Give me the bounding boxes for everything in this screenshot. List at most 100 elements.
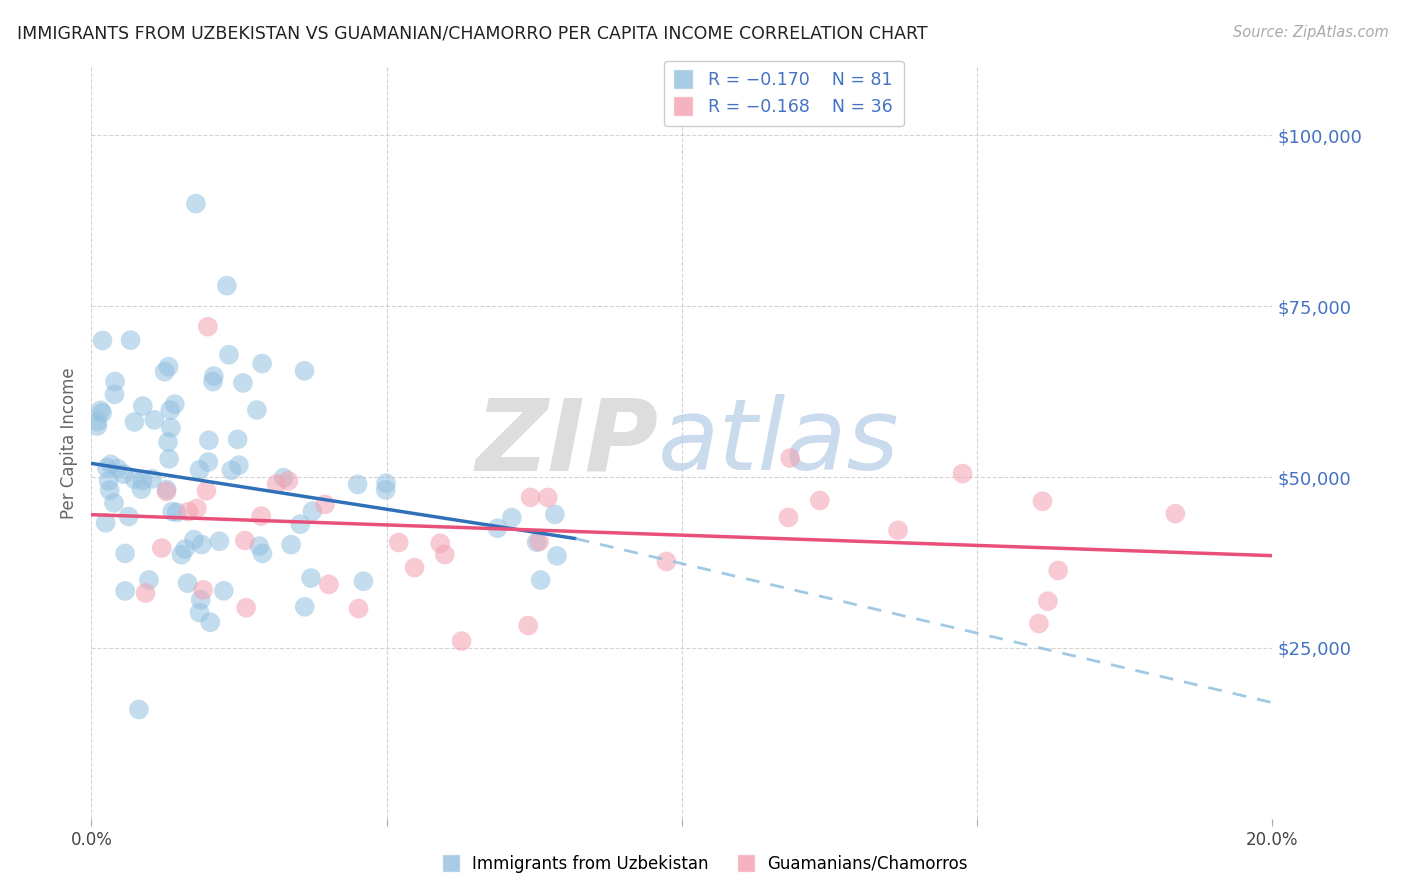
Point [352, 574, 374, 589]
Point [235, 600, 257, 615]
Point [141, 472, 163, 486]
Point [1036, 594, 1059, 608]
Point [114, 546, 136, 560]
Point [166, 505, 188, 519]
Point [221, 463, 243, 477]
Point [86, 415, 108, 429]
Point [314, 498, 336, 512]
Point [193, 582, 215, 597]
Point [155, 484, 177, 499]
Point [450, 634, 472, 648]
Point [250, 357, 273, 371]
Point [1031, 494, 1053, 508]
Point [177, 505, 200, 519]
Point [117, 509, 139, 524]
Text: ZIP: ZIP [475, 394, 658, 491]
Point [186, 501, 208, 516]
Point [778, 510, 800, 524]
Point [277, 474, 299, 488]
Point [103, 496, 125, 510]
Point [124, 415, 146, 429]
Point [138, 573, 160, 587]
Point [232, 376, 254, 390]
Point [94, 516, 117, 530]
Point [163, 397, 186, 411]
Point [218, 348, 240, 362]
Text: atlas: atlas [658, 394, 900, 491]
Point [233, 533, 256, 548]
Point [208, 534, 231, 549]
Point [519, 491, 541, 505]
Point [346, 477, 368, 491]
Point [228, 458, 250, 472]
Point [215, 278, 238, 293]
Point [294, 364, 316, 378]
Point [374, 483, 396, 497]
Point [247, 539, 270, 553]
Point [195, 483, 218, 498]
Point [103, 387, 125, 401]
Point [1028, 616, 1050, 631]
Point [318, 577, 340, 591]
Point [153, 365, 176, 379]
Legend:   R = −0.170    N = 81,   R = −0.168    N = 36: R = −0.170 N = 81, R = −0.168 N = 36 [665, 61, 904, 126]
Text: IMMIGRANTS FROM UZBEKISTAN VS GUAMANIAN/CHAMORRO PER CAPITA INCOME CORRELATION C: IMMIGRANTS FROM UZBEKISTAN VS GUAMANIAN/… [17, 25, 928, 43]
Point [655, 554, 678, 568]
Point [197, 455, 219, 469]
Point [299, 571, 322, 585]
Point [157, 451, 180, 466]
Point [429, 536, 451, 550]
Point [517, 618, 540, 632]
Point [266, 476, 288, 491]
Point [188, 606, 211, 620]
Point [1164, 507, 1187, 521]
Point [226, 433, 249, 447]
Point [250, 509, 273, 524]
Point [347, 601, 370, 615]
Point [114, 583, 136, 598]
Point [184, 196, 207, 211]
Point [388, 535, 411, 549]
Point [112, 467, 135, 481]
Point [128, 702, 150, 716]
Point [808, 493, 831, 508]
Point [526, 535, 548, 549]
Point [197, 319, 219, 334]
Point [143, 413, 166, 427]
Point [273, 471, 295, 485]
Point [952, 467, 974, 481]
Point [91, 334, 114, 348]
Point [86, 419, 108, 434]
Point [290, 517, 312, 532]
Point [190, 537, 212, 551]
Point [404, 560, 426, 574]
Point [100, 458, 122, 472]
Point [124, 472, 146, 486]
Point [131, 473, 153, 487]
Point [190, 592, 212, 607]
Point [246, 403, 269, 417]
Point [160, 421, 183, 435]
Point [157, 359, 180, 374]
Point [170, 548, 193, 562]
Point [198, 434, 221, 448]
Point [91, 406, 114, 420]
Point [107, 461, 129, 475]
Point [98, 483, 121, 498]
Point [779, 450, 801, 465]
Point [433, 548, 456, 562]
Point [176, 576, 198, 591]
Point [544, 508, 567, 522]
Point [486, 521, 509, 535]
Point [212, 583, 235, 598]
Point [150, 541, 173, 555]
Point [174, 542, 197, 557]
Point [104, 375, 127, 389]
Point [131, 482, 153, 496]
Point [96, 460, 118, 475]
Y-axis label: Per Capita Income: Per Capita Income [60, 368, 79, 518]
Point [375, 476, 398, 491]
Legend: Immigrants from Uzbekistan, Guamanians/Chamorros: Immigrants from Uzbekistan, Guamanians/C… [432, 848, 974, 880]
Point [537, 491, 560, 505]
Point [155, 483, 177, 497]
